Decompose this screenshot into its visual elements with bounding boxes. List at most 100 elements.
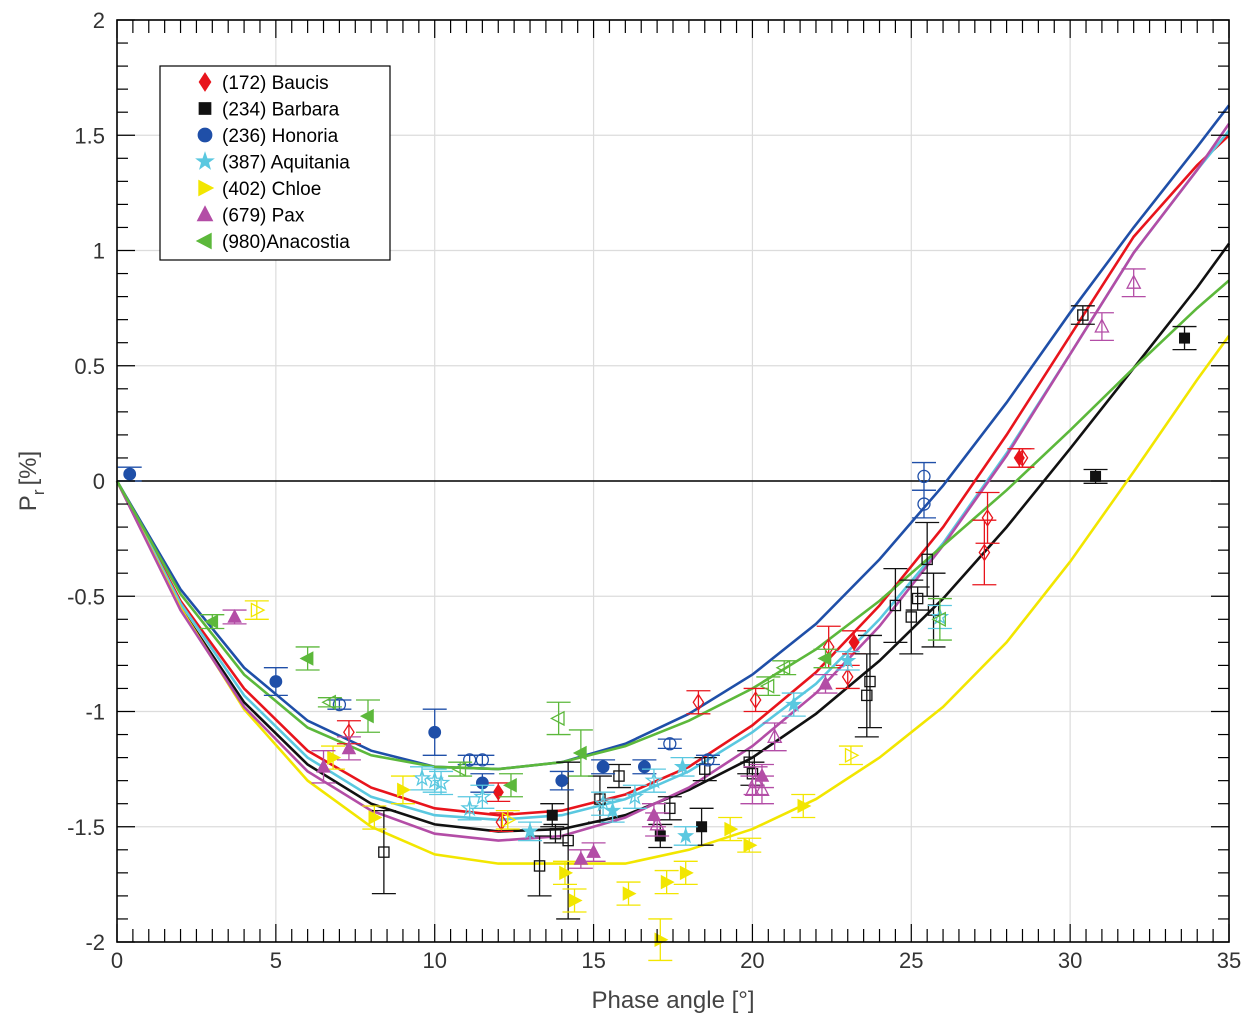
data-point-filled xyxy=(568,893,583,908)
data-point-filled xyxy=(204,614,219,629)
x-tick-label: 30 xyxy=(1058,948,1082,973)
x-tick-label: 35 xyxy=(1217,948,1241,973)
legend-item: (234) Barbara xyxy=(198,100,340,121)
legend-label: (679) Pax xyxy=(222,206,305,227)
data-point-filled xyxy=(785,695,803,712)
data-point-open xyxy=(1126,274,1142,289)
fit-curve xyxy=(115,279,1230,771)
data-point-open xyxy=(889,599,902,612)
data-point-filled xyxy=(586,844,601,858)
data-point-filled xyxy=(502,778,517,793)
y-tick-label: 0 xyxy=(93,469,105,494)
data-point-filled xyxy=(673,757,692,775)
series-points xyxy=(200,597,952,798)
series-points xyxy=(117,461,936,793)
data-point-filled xyxy=(622,886,637,901)
fit-curve xyxy=(115,122,1231,842)
data-point-filled xyxy=(123,467,137,481)
data-point-filled xyxy=(341,740,357,755)
legend-label: (402) Chloe xyxy=(222,179,321,200)
data-point-filled xyxy=(654,932,669,947)
data-point-filled xyxy=(1013,449,1025,467)
data-point-filled xyxy=(797,798,812,814)
data-point-open xyxy=(562,834,574,847)
y-tick-label: 1.5 xyxy=(74,123,105,148)
series-points xyxy=(371,305,1197,920)
y-axis-label-unit: [%] xyxy=(15,451,42,486)
data-point-filled xyxy=(327,750,342,765)
data-point-open xyxy=(917,497,931,511)
y-tick-label: 0.5 xyxy=(74,354,105,379)
data-point-open xyxy=(917,469,931,484)
data-point-filled xyxy=(573,850,589,865)
data-point-open xyxy=(1094,317,1110,333)
data-point-filled xyxy=(1179,332,1191,344)
x-tick-label: 5 xyxy=(270,948,282,973)
data-point-filled xyxy=(754,767,770,782)
data-point-filled xyxy=(368,810,383,825)
data-point-filled xyxy=(646,807,662,821)
data-point-open xyxy=(861,689,873,702)
data-point-filled xyxy=(359,708,374,724)
data-point-filled xyxy=(428,725,442,739)
legend-label: (172) Baucis xyxy=(222,73,329,94)
data-point-open xyxy=(321,694,336,710)
data-point-filled xyxy=(492,783,504,801)
data-point-open xyxy=(625,787,645,805)
series-points xyxy=(244,600,863,962)
legend-marker xyxy=(195,151,215,170)
data-point-filled xyxy=(743,837,758,853)
y-axis-label: Pr [%] xyxy=(15,451,48,511)
y-tick-label: -1 xyxy=(85,700,105,725)
legend-marker xyxy=(198,72,212,92)
legend-marker xyxy=(197,127,213,143)
data-point-open xyxy=(549,710,565,727)
x-axis-label: Phase angle [°] xyxy=(591,987,754,1014)
x-tick-label: 0 xyxy=(111,948,123,973)
data-point-open xyxy=(431,773,451,791)
data-point-open xyxy=(844,747,860,763)
data-point-open xyxy=(412,768,432,787)
legend-marker xyxy=(195,232,212,250)
data-point-filled xyxy=(316,758,331,773)
data-point-filled xyxy=(546,809,558,821)
data-point-filled xyxy=(227,608,242,623)
legend-item: (387) Aquitania xyxy=(195,151,350,174)
fit-curve xyxy=(115,134,1230,817)
data-point-open xyxy=(921,553,933,566)
data-point-filled xyxy=(397,782,411,798)
x-tick-label: 10 xyxy=(422,948,446,973)
legend-box xyxy=(159,65,391,261)
data-point-open xyxy=(475,753,490,767)
legend-label: (234) Barbara xyxy=(222,100,340,121)
legend-item: (402) Chloe xyxy=(198,179,321,200)
legend-item: (679) Pax xyxy=(196,205,305,227)
data-point-open xyxy=(767,728,783,743)
data-point-open xyxy=(759,678,775,694)
legend-item: (980)Anacostia xyxy=(195,232,350,253)
data-point-filled xyxy=(679,865,694,881)
legend-marker xyxy=(198,102,212,115)
legend-marker xyxy=(196,205,214,222)
data-point-filled xyxy=(677,826,695,844)
data-point-open xyxy=(495,813,508,832)
data-point-open xyxy=(978,543,991,562)
y-tick-label: -2 xyxy=(85,930,105,955)
data-points xyxy=(117,268,1197,962)
series-points xyxy=(222,268,1146,869)
data-point-filled xyxy=(848,633,860,651)
data-point-open xyxy=(701,753,715,767)
y-tick-label: 2 xyxy=(93,8,105,33)
data-point-open xyxy=(911,592,924,605)
legend-label: (236) Honoria xyxy=(222,126,339,147)
data-point-open xyxy=(841,667,854,686)
x-tick-label: 20 xyxy=(740,948,764,973)
data-point-open xyxy=(332,697,347,712)
data-point-open xyxy=(460,798,479,817)
data-point-open xyxy=(533,860,546,872)
data-point-open xyxy=(463,753,477,767)
data-point-open xyxy=(864,675,876,688)
data-point-open xyxy=(378,846,390,858)
data-point-open xyxy=(754,781,770,796)
